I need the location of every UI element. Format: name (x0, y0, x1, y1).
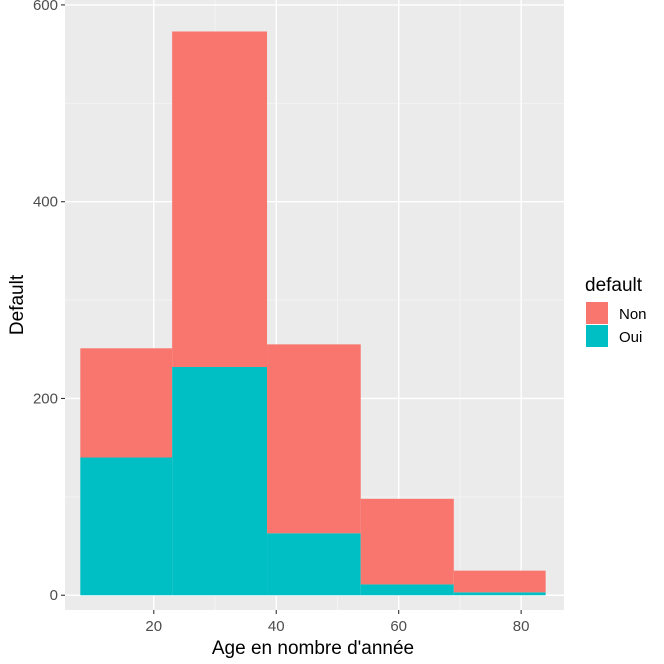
legend-key-non (586, 302, 608, 324)
bars (80, 31, 546, 596)
legend-label-non: Non (619, 306, 647, 323)
y-tick-label: 600 (33, 0, 58, 14)
x-tick-label: 20 (145, 618, 162, 635)
x-axis-label: Age en nombre d'année (212, 638, 414, 659)
legend-label-oui: Oui (619, 329, 642, 346)
bar-oui-0 (80, 457, 173, 596)
bar-oui-1 (172, 366, 268, 596)
x-tick-label: 80 (513, 618, 530, 635)
x-tick-label: 40 (268, 618, 285, 635)
bar-non-3 (360, 498, 454, 585)
y-axis-label: Default (7, 274, 28, 335)
legend-key-oui (586, 325, 608, 347)
y-axis: 0 200 400 600 (33, 0, 65, 604)
bar-non-1 (172, 31, 268, 367)
bar-non-0 (80, 348, 173, 458)
y-tick-label: 200 (33, 390, 58, 407)
bar-oui-2 (267, 533, 361, 596)
bar-oui-4 (453, 592, 546, 596)
legend-title: default (585, 275, 643, 296)
y-tick-label: 0 (50, 587, 58, 604)
bar-non-4 (453, 570, 546, 593)
x-axis: 20 40 60 80 (145, 610, 529, 635)
x-tick-label: 60 (390, 618, 407, 635)
y-tick-label: 400 (33, 194, 58, 211)
bar-oui-3 (360, 584, 454, 596)
bar-non-2 (267, 344, 361, 534)
legend: default Non Oui (585, 275, 647, 347)
